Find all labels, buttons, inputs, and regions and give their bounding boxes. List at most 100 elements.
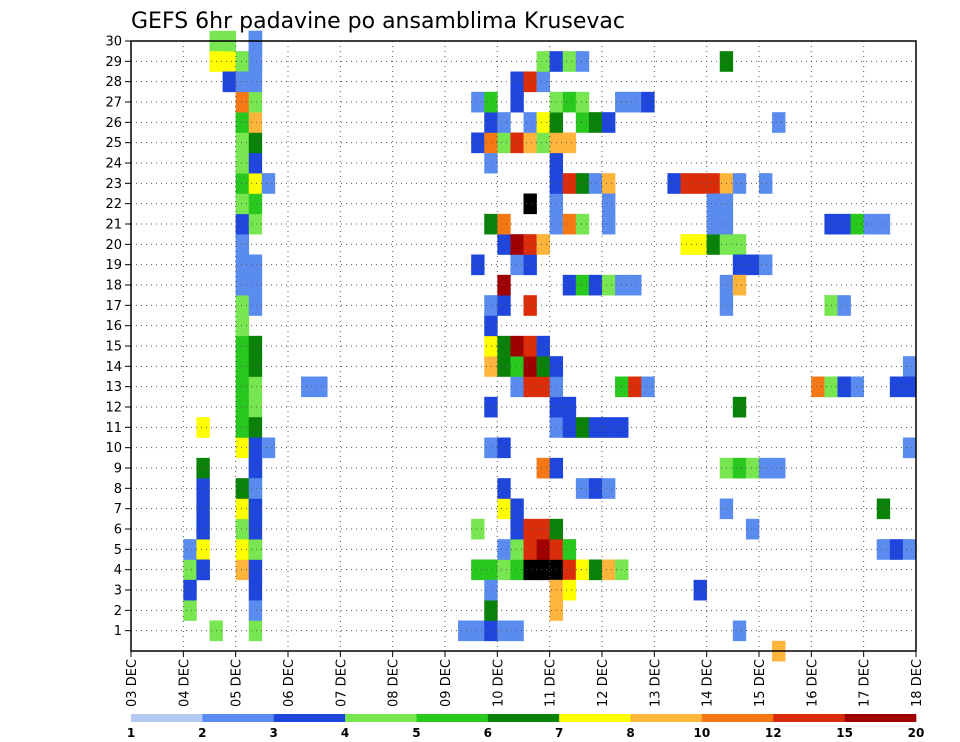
heat-cell bbox=[484, 295, 498, 316]
heat-cell bbox=[536, 518, 550, 540]
heat-cell bbox=[588, 173, 603, 194]
heat-cell bbox=[588, 559, 603, 581]
x-tick-label: 15 DEC bbox=[753, 659, 768, 707]
heat-cell bbox=[562, 396, 577, 418]
heat-cell bbox=[562, 579, 577, 601]
heat-cell bbox=[902, 539, 917, 560]
heat-cell bbox=[497, 559, 511, 581]
heat-cell bbox=[248, 91, 263, 113]
y-tick-label: 20 bbox=[105, 238, 122, 253]
colorbar-swatch bbox=[131, 714, 203, 722]
heat-cell bbox=[706, 213, 721, 235]
heat-cell bbox=[902, 356, 917, 377]
heat-cell bbox=[183, 539, 197, 560]
heat-cell bbox=[235, 295, 250, 316]
x-tick-label: 07 DEC bbox=[334, 659, 349, 707]
heat-cell bbox=[575, 274, 590, 296]
colorbar-label: 7 bbox=[555, 726, 563, 740]
y-tick-label: 1 bbox=[114, 624, 122, 639]
heat-cell bbox=[536, 356, 550, 377]
heat-cell bbox=[850, 213, 864, 235]
heat-cell bbox=[235, 376, 250, 398]
heat-cell bbox=[235, 356, 250, 377]
heat-cell bbox=[261, 173, 276, 194]
heat-cell bbox=[235, 396, 250, 418]
heat-cell bbox=[484, 152, 498, 174]
heat-cell bbox=[196, 498, 210, 520]
heat-cell bbox=[523, 254, 537, 276]
x-tick-label: 14 DEC bbox=[701, 659, 716, 707]
heat-cell bbox=[248, 417, 263, 438]
heat-cell bbox=[248, 559, 263, 581]
heat-cell bbox=[196, 559, 210, 581]
y-tick-label: 26 bbox=[105, 116, 122, 131]
heat-cell bbox=[588, 478, 603, 499]
heat-cell bbox=[602, 478, 616, 499]
heat-cell bbox=[248, 539, 263, 560]
heat-cell bbox=[693, 173, 707, 194]
heat-cell bbox=[602, 112, 616, 133]
heat-cell bbox=[667, 173, 681, 194]
heat-cell bbox=[641, 376, 655, 398]
heat-cell bbox=[248, 132, 263, 154]
heat-cell bbox=[523, 518, 537, 540]
heat-cell bbox=[497, 234, 511, 255]
y-tick-label: 13 bbox=[105, 380, 122, 395]
heat-cell bbox=[575, 213, 590, 235]
heat-cell bbox=[248, 213, 263, 235]
heat-cell bbox=[575, 91, 590, 113]
x-tick-label: 03 DEC bbox=[125, 659, 140, 707]
heat-cell bbox=[510, 71, 524, 93]
y-tick-label: 22 bbox=[105, 197, 122, 212]
colorbar-label: 8 bbox=[626, 726, 634, 740]
colorbar: 1 2 3 4 5 6 7 8 10 12 15 20 bbox=[127, 714, 925, 740]
heat-cell bbox=[484, 213, 498, 235]
heat-cell bbox=[759, 457, 773, 479]
heat-cell bbox=[628, 274, 642, 296]
heat-cell bbox=[510, 518, 524, 540]
heat-cell bbox=[471, 559, 485, 581]
heat-cell bbox=[497, 437, 511, 459]
heat-cell bbox=[510, 254, 524, 276]
y-tick-label: 3 bbox=[114, 584, 122, 599]
heat-cell bbox=[196, 518, 210, 540]
colorbar-label: 6 bbox=[484, 726, 492, 740]
heat-cell bbox=[458, 620, 472, 642]
colorbar-label: 2 bbox=[198, 726, 206, 740]
x-tick-label: 18 DEC bbox=[910, 659, 925, 707]
heat-cell bbox=[235, 254, 250, 276]
heat-cell bbox=[902, 376, 917, 398]
heat-cell bbox=[196, 539, 210, 560]
heat-cell bbox=[235, 335, 250, 357]
heat-cell bbox=[562, 274, 577, 296]
heat-cell bbox=[484, 315, 498, 337]
heat-cell bbox=[536, 51, 550, 72]
colorbar-swatch bbox=[416, 714, 489, 722]
heat-cell bbox=[575, 173, 590, 194]
heat-cell bbox=[497, 356, 511, 377]
heat-cell bbox=[562, 559, 577, 581]
heat-cell bbox=[235, 234, 250, 255]
heat-cell bbox=[248, 274, 263, 296]
y-tick-label: 17 bbox=[105, 299, 122, 314]
heat-cell bbox=[536, 132, 550, 154]
heat-cell bbox=[497, 213, 511, 235]
heat-cell bbox=[248, 600, 263, 621]
heat-cell bbox=[602, 274, 616, 296]
heat-cell bbox=[183, 559, 197, 581]
heat-cell bbox=[680, 173, 694, 194]
colorbar-swatch bbox=[559, 714, 631, 722]
heat-cell bbox=[745, 254, 760, 276]
colorbar-label: 20 bbox=[908, 726, 925, 740]
heat-cell bbox=[248, 437, 263, 459]
heat-cell bbox=[497, 132, 511, 154]
heat-cell bbox=[248, 51, 263, 72]
heat-cell bbox=[536, 112, 550, 133]
heat-cell bbox=[628, 376, 642, 398]
heat-cell bbox=[510, 539, 524, 560]
heat-cell bbox=[510, 376, 524, 398]
heat-cell bbox=[248, 152, 263, 174]
heat-cell bbox=[235, 112, 250, 133]
colorbar-swatch bbox=[630, 714, 703, 722]
colorbar-label: 3 bbox=[270, 726, 278, 740]
